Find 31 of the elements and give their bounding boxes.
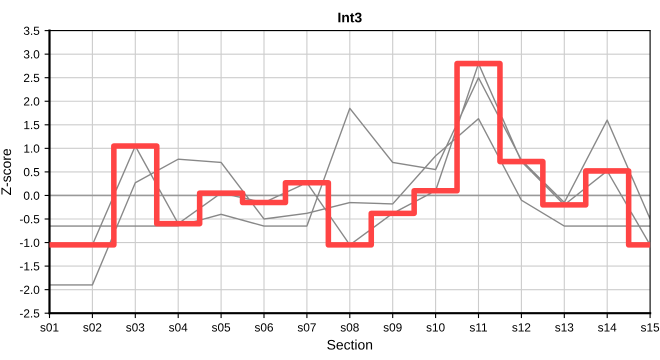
chart-title: Int3 <box>338 12 362 22</box>
x-tick-label: s13 <box>555 323 574 332</box>
x-axis-title: Section <box>327 339 372 350</box>
x-tick-label: s09 <box>384 323 402 332</box>
y-tick-label: -2.0 <box>20 286 40 294</box>
y-tick-label: 0.0 <box>24 191 40 200</box>
y-tick-label: 1.5 <box>24 120 40 130</box>
x-tick-label: s10 <box>426 323 445 332</box>
y-tick-label: -2.5 <box>20 309 40 318</box>
y-tick-label: 2.5 <box>24 74 40 82</box>
y-tick-label: 1.0 <box>24 144 40 153</box>
x-tick-label: s05 <box>212 323 230 332</box>
x-tick-label: s06 <box>254 323 273 332</box>
x-tick-label: s08 <box>340 323 359 332</box>
y-tick-label: -1.0 <box>20 238 40 247</box>
y-tick-label: 2.0 <box>24 97 40 106</box>
x-tick-label: s04 <box>169 323 188 332</box>
x-tick-label: s02 <box>83 323 102 332</box>
x-tick-label: s01 <box>40 323 58 332</box>
y-axis-title: Z-score <box>1 148 12 195</box>
x-tick-label: s15 <box>640 323 660 332</box>
y-tick-label: -0.5 <box>20 215 40 224</box>
y-tick-label: -1.5 <box>20 262 40 270</box>
y-tick-label: 3.0 <box>24 50 40 59</box>
x-tick-label: s11 <box>470 323 488 332</box>
x-tick-label: s12 <box>512 323 530 332</box>
x-tick-label: s14 <box>598 323 616 332</box>
x-tick-label: s07 <box>298 323 316 332</box>
y-tick-label: 3.5 <box>24 26 40 35</box>
x-tick-label: s03 <box>126 323 144 332</box>
y-tick-label: 0.5 <box>24 168 40 176</box>
